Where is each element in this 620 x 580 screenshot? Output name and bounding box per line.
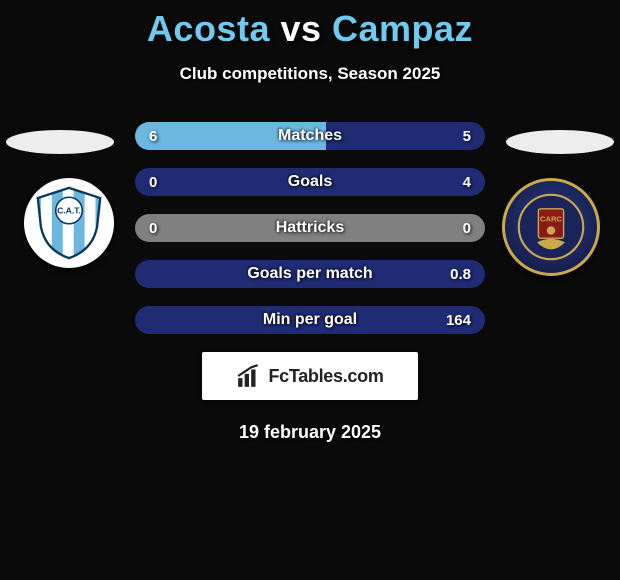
stat-row: Hattricks0 0 [135,214,485,242]
stat-value-right: 164 [446,306,471,334]
stat-value-right: 0 [463,214,471,242]
bar-chart-icon [236,363,262,389]
stat-value-left: 6 [149,122,157,150]
page-title: Acosta vs Campaz [0,0,620,50]
stat-label: Matches [135,122,485,150]
stat-label: Goals [135,168,485,196]
comparison-panel: C.A.T. CARC Matches65Goals04Hattricks00G… [0,122,620,334]
stat-row: Goals0 4 [135,168,485,196]
svg-text:CARC: CARC [540,214,563,223]
subtitle: Club competitions, Season 2025 [0,64,620,84]
stat-value-right: 5 [463,122,471,150]
date-text: 19 february 2025 [0,422,620,443]
shadow-ellipse-right [506,130,614,154]
brand-footer: FcTables.com [202,352,418,400]
team-badge-left: C.A.T. [24,178,114,268]
stat-label: Goals per match [135,260,485,288]
stat-bars: Matches65Goals04Hattricks00Goals per mat… [135,122,485,334]
stat-label: Hattricks [135,214,485,242]
club-atletico-tucuman-icon: C.A.T. [30,184,108,262]
title-vs: vs [270,8,332,49]
stat-value-right: 0.8 [450,260,471,288]
title-player-right: Campaz [332,8,473,49]
stat-value-right: 4 [463,168,471,196]
team-badge-right: CARC [502,178,600,276]
stat-row: Min per goal164 [135,306,485,334]
stat-row: Goals per match0.8 [135,260,485,288]
title-player-left: Acosta [147,8,270,49]
brand-text: FcTables.com [268,366,383,387]
stat-label: Min per goal [135,306,485,334]
rosario-central-icon: CARC [516,192,586,262]
stat-row: Matches6 5 [135,122,485,150]
shadow-ellipse-left [6,130,114,154]
stat-value-left: 0 [149,214,157,242]
svg-text:C.A.T.: C.A.T. [57,206,81,216]
stat-value-left: 0 [149,168,157,196]
